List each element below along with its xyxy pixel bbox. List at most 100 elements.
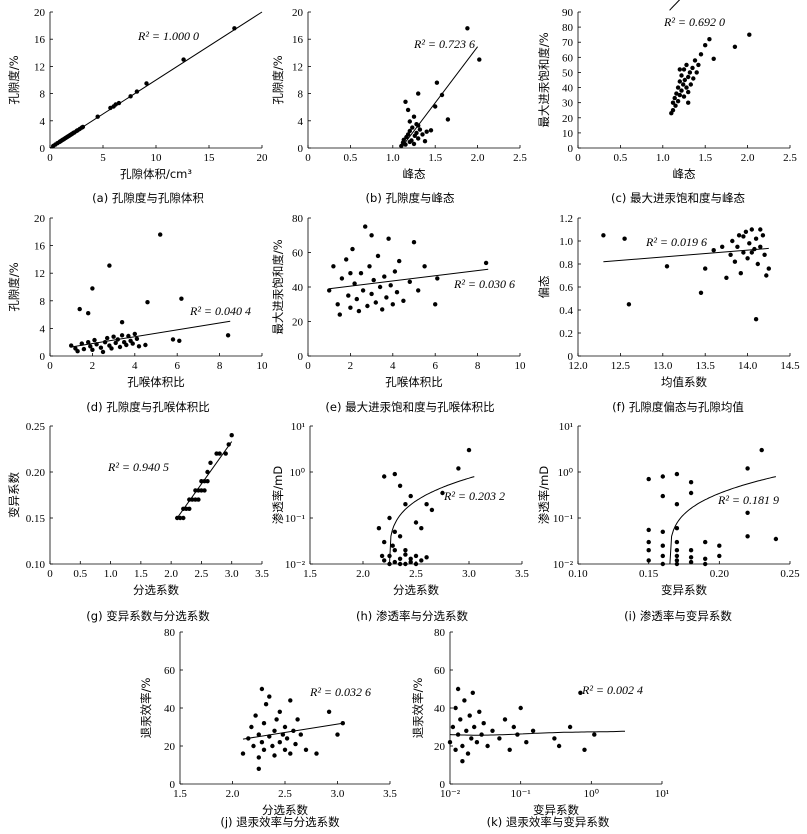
data-point [745, 510, 750, 515]
data-point [477, 709, 482, 714]
data-point [352, 281, 357, 286]
data-point [196, 497, 201, 502]
data-point [464, 728, 469, 733]
x-tick-label: 1.0 [104, 568, 118, 580]
data-point [675, 99, 681, 104]
data-point [403, 502, 408, 507]
data-point [382, 558, 387, 563]
y-tick-label: 0 [568, 143, 574, 155]
data-point [507, 747, 512, 752]
data-point [94, 342, 99, 347]
data-point [681, 67, 687, 72]
data-point [90, 347, 95, 352]
data-point [253, 713, 258, 718]
data-point [117, 344, 123, 350]
data-point [439, 92, 445, 98]
y-tick-label: 70 [562, 37, 574, 49]
data-point [202, 488, 207, 493]
data-point [458, 717, 463, 722]
data-point [465, 751, 471, 756]
data-point [417, 127, 423, 132]
data-point [249, 724, 254, 730]
data-point [136, 344, 142, 349]
data-point [711, 248, 716, 253]
data-point [470, 690, 475, 695]
data-point [363, 224, 368, 229]
data-point [773, 536, 779, 542]
data-point [460, 743, 465, 749]
data-point [77, 306, 82, 312]
y-tick-label: 0.20 [26, 467, 46, 479]
data-point [515, 732, 520, 737]
data-point [758, 227, 763, 232]
x-tick-label: 13.0 [653, 360, 673, 372]
data-point [679, 88, 684, 93]
data-point [673, 103, 678, 108]
data-point [403, 99, 408, 105]
y-tick-label: 20 [164, 741, 176, 753]
y-tick-label: 12 [34, 268, 45, 280]
data-point [455, 732, 461, 737]
data-point [455, 686, 461, 692]
y-tick-label: 10⁰ [558, 467, 574, 479]
data-point [102, 340, 108, 345]
data-point [360, 288, 366, 293]
panel-caption-g: (g) 变异系数与分选系数 [86, 609, 210, 623]
x-tick-label: 1.5 [428, 152, 442, 164]
x-axis-label: 变异系数 [661, 583, 707, 597]
data-point [205, 479, 210, 484]
data-point [762, 252, 767, 257]
data-point [282, 747, 288, 752]
data-point [674, 502, 680, 507]
y-tick-label: 40 [164, 703, 176, 715]
x-tick-label: 0.5 [73, 568, 87, 580]
data-point [582, 747, 587, 752]
x-axis-label: 均值系数 [661, 375, 707, 389]
data-point [717, 543, 722, 548]
data-point [686, 74, 691, 80]
data-point [346, 293, 351, 298]
fit-line-a [49, 11, 263, 149]
data-point [397, 258, 402, 264]
data-point [413, 561, 419, 567]
data-point [747, 241, 752, 246]
y-axis-label: 退汞效率/% [139, 678, 153, 739]
data-point [377, 284, 383, 290]
x-tick-label: 2.0 [741, 152, 755, 164]
data-point [422, 139, 428, 144]
fit-line-b [400, 46, 478, 149]
y-tick-label: 12 [34, 61, 45, 73]
x-tick-label: 14.5 [780, 360, 800, 372]
x-axis-label: 分选系数 [262, 803, 308, 817]
data-point [674, 558, 680, 563]
y-tick-label: 20 [34, 213, 46, 225]
data-point [479, 732, 484, 737]
data-point [759, 447, 764, 453]
data-point [382, 539, 387, 545]
data-point [119, 320, 125, 325]
x-tick-label: 10¹ [655, 788, 669, 800]
data-point [760, 233, 766, 238]
y-tick-label: 80 [562, 22, 574, 34]
data-point [408, 556, 413, 561]
data-point [752, 246, 757, 252]
data-point [745, 256, 750, 261]
y-tick-label: 60 [562, 52, 574, 64]
y-tick-label: 30 [562, 98, 574, 110]
data-point [392, 269, 398, 274]
y-axis-label: 渗透率/mD [271, 466, 285, 525]
r-squared-label: R² = 0.002 4 [581, 683, 643, 697]
y-axis-label: 偏态 [537, 275, 551, 298]
data-point [246, 736, 251, 741]
panel-caption-i: (i) 渗透率与变异系数 [624, 609, 732, 623]
data-point [677, 67, 682, 72]
data-point [397, 534, 403, 539]
data-point [502, 717, 508, 722]
data-point [688, 82, 693, 87]
data-point [416, 136, 421, 141]
data-point [369, 291, 374, 297]
x-tick-label: 0.15 [639, 568, 659, 580]
data-point [578, 690, 583, 695]
data-point [416, 288, 421, 293]
